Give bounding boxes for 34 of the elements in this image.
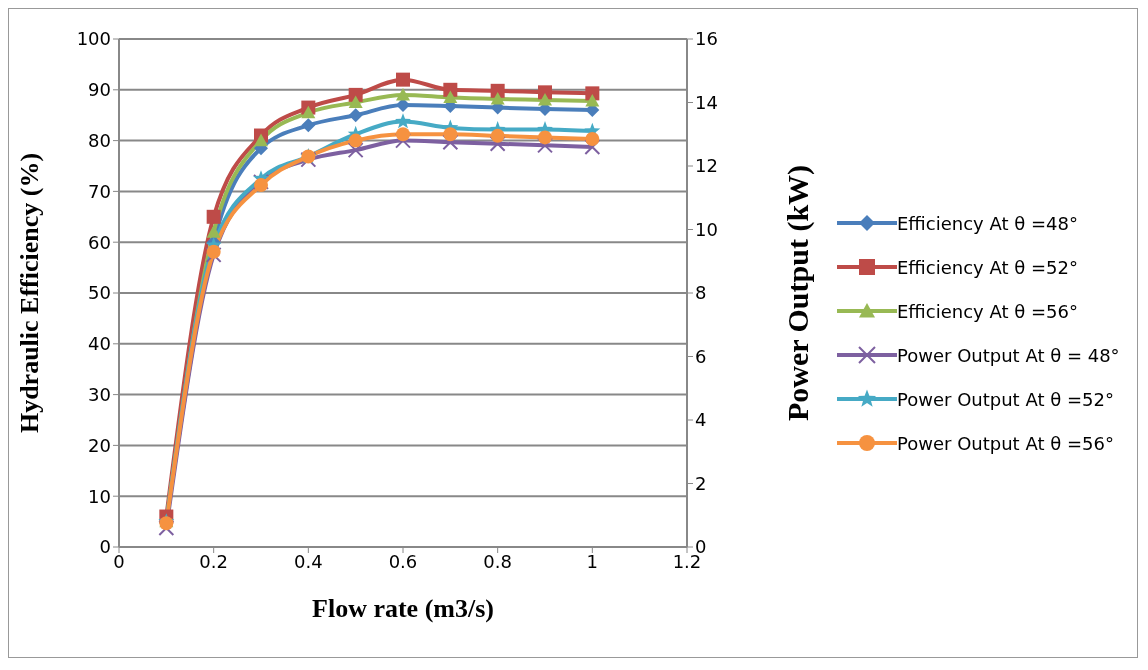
x-axis-title: Flow rate (m3/s) xyxy=(312,594,494,623)
y-tick-label: 90 xyxy=(88,79,111,101)
y-tick-label: 0 xyxy=(99,536,111,558)
y-tick-label: 70 xyxy=(88,180,111,202)
y-tick-label: 80 xyxy=(88,129,111,151)
y-tick-label: 20 xyxy=(88,434,111,456)
y-axis-title: Hydraulic Efficiency (%) xyxy=(15,152,45,434)
y-tick-label: 50 xyxy=(88,282,111,304)
y2-tick-label: 2 xyxy=(695,472,707,494)
y2-tick-label: 10 xyxy=(695,218,718,240)
y-tick-label: 40 xyxy=(88,333,111,355)
legend-label: Efficiency At θ =52° xyxy=(897,256,1078,278)
y2-tick-label: 4 xyxy=(695,409,707,431)
x-tick-label: 0.4 xyxy=(294,550,323,572)
x-tick-label: 0.8 xyxy=(483,550,512,572)
y2-tick-label: 6 xyxy=(695,345,707,367)
y2-tick-label: 14 xyxy=(695,91,718,113)
legend-label: Efficiency At θ =48° xyxy=(897,212,1078,234)
legend-label: Efficiency At θ =56° xyxy=(897,300,1078,322)
legend-label: Power Output At θ =52° xyxy=(897,388,1114,410)
y-tick-label: 10 xyxy=(88,485,111,507)
legend-label: Power Output At θ =56° xyxy=(897,432,1114,454)
y-tick-label: 60 xyxy=(88,231,111,253)
y2-tick-label: 16 xyxy=(695,28,718,50)
x-tick-label: 0.6 xyxy=(388,550,418,572)
y2-tick-label: 12 xyxy=(695,155,718,177)
x-tick-label: 1 xyxy=(586,550,599,572)
y2-axis-title: Power Output (kW) xyxy=(780,164,815,422)
x-tick-label: 0.2 xyxy=(199,550,228,572)
y-tick-label: 30 xyxy=(88,383,111,405)
y-tick-label: 100 xyxy=(76,28,111,50)
x-tick-label: 0 xyxy=(113,550,125,572)
y2-tick-label: 8 xyxy=(695,282,707,304)
legend-label: Power Output At θ = 48° xyxy=(897,344,1120,366)
